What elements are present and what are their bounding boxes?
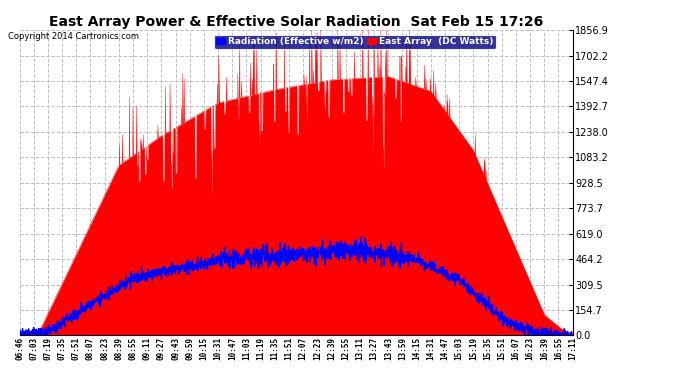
Text: Copyright 2014 Cartronics.com: Copyright 2014 Cartronics.com — [8, 32, 139, 41]
Legend: Radiation (Effective w/m2), East Array  (DC Watts): Radiation (Effective w/m2), East Array (… — [214, 34, 496, 49]
Title: East Array Power & Effective Solar Radiation  Sat Feb 15 17:26: East Array Power & Effective Solar Radia… — [49, 15, 543, 29]
